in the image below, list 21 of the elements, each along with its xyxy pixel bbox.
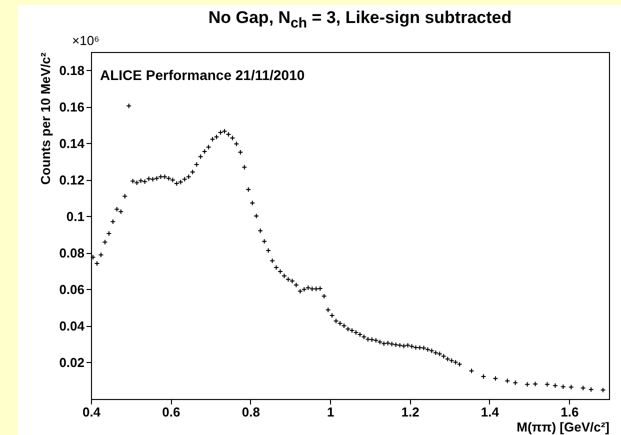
x-tick-label: 1.4 bbox=[480, 404, 500, 420]
annotation: ALICE Performance 21/11/2010 bbox=[100, 67, 305, 83]
y-tick-label: 0.08 bbox=[59, 245, 84, 260]
y-tick-label: 0.04 bbox=[59, 318, 86, 334]
y-axis-title: Counts per 10 MeV/c² bbox=[38, 52, 54, 185]
y-tick-label: 0.14 bbox=[59, 136, 86, 151]
y-tick-label: 0.02 bbox=[59, 354, 84, 370]
x-tick-label: 1.6 bbox=[560, 404, 579, 420]
x-tick-label: 0.6 bbox=[162, 404, 180, 420]
y-tick-label: 0.18 bbox=[59, 62, 84, 78]
x-tick-label: 1 bbox=[326, 404, 334, 420]
x-tick-label: 0.4 bbox=[82, 404, 102, 420]
x-tick-label: 0.8 bbox=[242, 404, 260, 420]
chart-title: No Gap, N$_{ch}$ = 3, Like-sign subtracted bbox=[207, 8, 513, 32]
y-tick-label: 0.1 bbox=[66, 208, 84, 224]
x-tick-label: 1.2 bbox=[401, 404, 420, 420]
y-tick-label: 0.12 bbox=[59, 172, 84, 188]
x-axis-title: M(ππ) [GeV/c²] bbox=[516, 420, 610, 434]
text: ×10⁶ bbox=[72, 33, 100, 48]
y-tick-label: 0.16 bbox=[59, 99, 84, 114]
y-tick-label: 0.06 bbox=[59, 282, 84, 297]
